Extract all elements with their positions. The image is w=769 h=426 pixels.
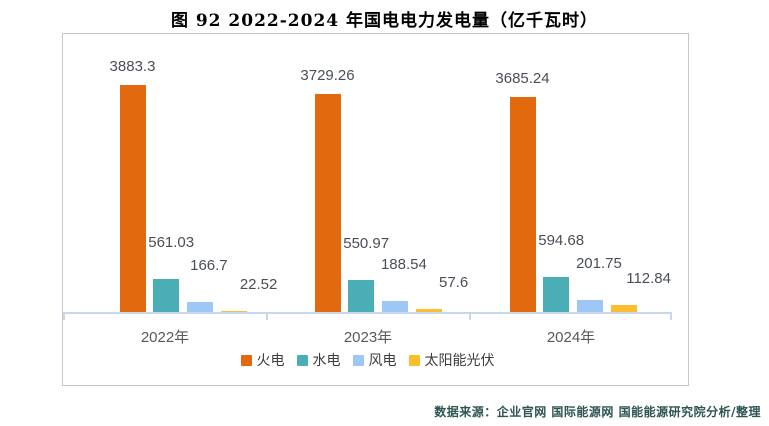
bar-value-label: 550.97 — [343, 234, 390, 252]
legend-label: 火电 — [256, 352, 285, 368]
x-axis-label: 2024年 — [546, 329, 596, 346]
legend-label: 太阳能光伏 — [424, 352, 495, 368]
bar-value-label: 3883.3 — [109, 58, 156, 75]
legend-item-火电: 火电 — [240, 350, 285, 370]
bar-value-label: 594.68 — [538, 232, 585, 250]
bar-value-label: 166.7 — [190, 257, 228, 275]
bar-火电-2022年 — [119, 85, 146, 312]
bar-value-label: 3729.26 — [300, 67, 355, 85]
x-axis-tick — [266, 314, 268, 320]
legend-swatch-icon — [408, 354, 420, 366]
bar-水电-2024年 — [543, 277, 570, 312]
bar-value-label: 3685.24 — [495, 69, 550, 87]
bar-value-label: 22.52 — [239, 275, 278, 293]
bar-风电-2023年 — [381, 300, 408, 312]
bar-value-label: 57.6 — [438, 273, 469, 291]
x-axis-tick — [469, 314, 471, 320]
plot-area: 2022年 2023年 2024年 3883.3 3729.26 3685.24 561.0… — [63, 34, 672, 346]
x-axis-tick — [63, 314, 65, 320]
legend-item-水电: 水电 — [296, 350, 341, 370]
legend-swatch-icon — [240, 354, 252, 366]
bar-太阳能光伏-2022年 — [220, 310, 247, 312]
bar-水电-2022年 — [153, 279, 180, 312]
bar-太阳能光伏-2023年 — [415, 308, 442, 312]
chart-title: 图 92 2022-2024 年国电电力发电量（亿千瓦时） — [170, 11, 599, 31]
x-axis-label: 2023年 — [343, 329, 393, 346]
source-note: 数据来源：企业官网 国际能源网 国能能源研究院分析/整理 — [434, 405, 761, 419]
bar-value-label: 112.84 — [626, 270, 671, 288]
x-axis-label: 2022年 — [140, 329, 190, 346]
bar-value-label: 561.03 — [148, 234, 195, 252]
bar-风电-2022年 — [186, 302, 213, 312]
x-axis-tick — [670, 314, 672, 320]
legend-label: 风电 — [368, 352, 397, 368]
legend-swatch-icon — [352, 354, 364, 366]
bar-value-label: 201.75 — [575, 255, 622, 273]
legend-label: 水电 — [312, 352, 341, 368]
bar-水电-2023年 — [348, 279, 375, 312]
bar-风电-2024年 — [576, 300, 603, 312]
chart-legend: 火电 水电 风电 太阳能光伏 — [63, 350, 672, 370]
legend-item-风电: 风电 — [352, 350, 397, 370]
bar-火电-2023年 — [314, 94, 341, 312]
bar-太阳能光伏-2024年 — [610, 305, 637, 312]
chart-area: 2022年 2023年 2024年 3883.3 3729.26 3685.24 561.0… — [62, 33, 689, 386]
bar-value-label: 188.54 — [380, 255, 427, 273]
legend-item-太阳能光伏: 太阳能光伏 — [408, 350, 495, 370]
bar-火电-2024年 — [509, 96, 536, 312]
legend-swatch-icon — [296, 354, 308, 366]
